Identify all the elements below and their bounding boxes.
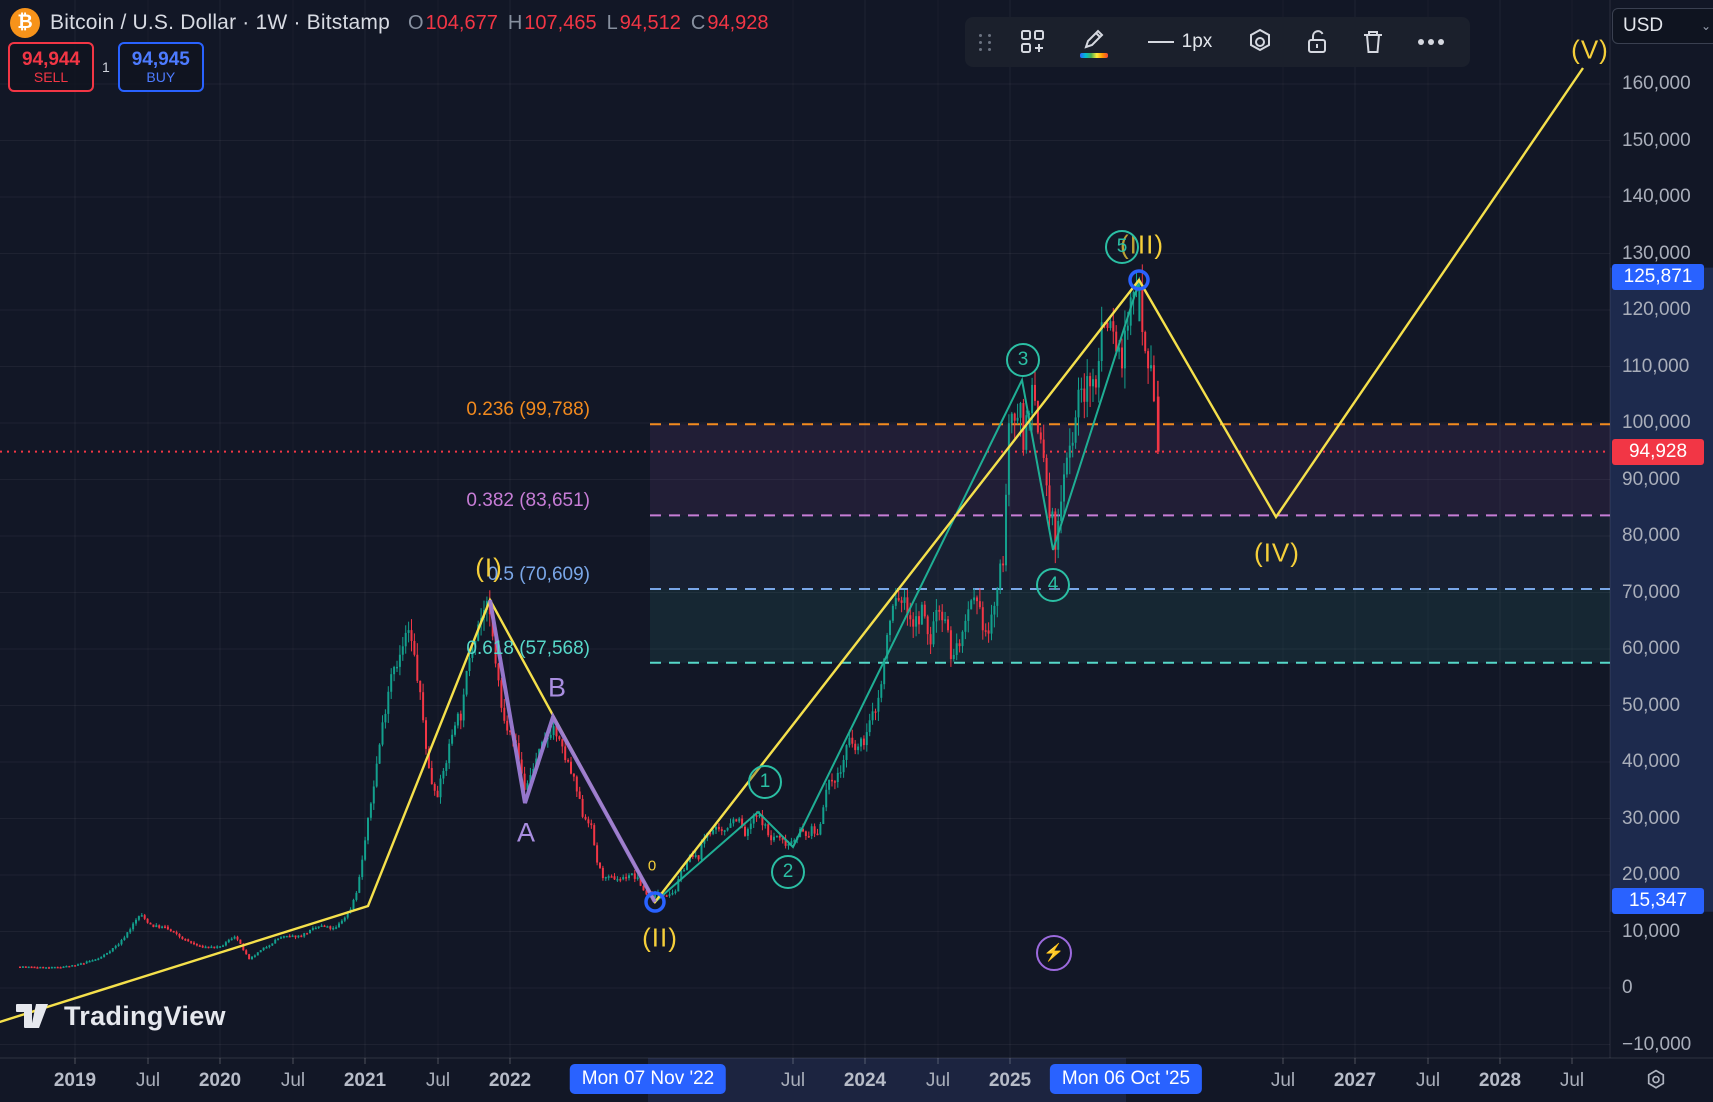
settings-hex-icon[interactable]: [1231, 17, 1289, 67]
time-axis-label: 2021: [343, 1070, 387, 1091]
time-axis-label: 2022: [488, 1070, 532, 1091]
elliott-subwave-circle[interactable]: 2: [771, 855, 805, 889]
fib-level-label: 0.236 (99,788): [466, 399, 590, 421]
price-tag: 125,871: [1612, 263, 1704, 290]
price-axis-label: 70,000: [1622, 581, 1681, 603]
price-axis-label: 50,000: [1622, 694, 1681, 716]
fib-zero-marker: 0: [647, 857, 657, 875]
drawing-toolbar: 1px: [965, 17, 1470, 67]
line-width-value: 1px: [1181, 31, 1213, 52]
buy-button[interactable]: 94,945 BUY: [117, 42, 204, 92]
symbol-title[interactable]: Bitcoin / U.S. Dollar · 1W · Bitstamp: [50, 11, 390, 34]
time-axis-label: Jul: [280, 1070, 306, 1091]
elliott-abc-label[interactable]: B: [547, 672, 567, 703]
price-axis-label: 110,000: [1622, 355, 1690, 377]
spread-value: 1: [102, 59, 110, 75]
unlock-icon[interactable]: [1289, 17, 1345, 67]
ohlc-item: L 94,512: [606, 11, 681, 34]
tradingview-logo[interactable]: TradingView: [14, 998, 226, 1034]
trash-icon[interactable]: [1345, 17, 1401, 67]
price-axis-label: 160,000: [1622, 73, 1691, 94]
time-axis-label: 2019: [53, 1070, 97, 1091]
price-axis-label: 90,000: [1622, 468, 1681, 490]
pencil-color-icon[interactable]: [1061, 17, 1127, 67]
chevron-down-icon: ⌄: [1700, 19, 1711, 33]
elliott-subwave-circle[interactable]: 5: [1105, 230, 1139, 264]
time-axis-label: Jul: [1559, 1070, 1585, 1091]
tradingview-mark-icon: [16, 1004, 48, 1028]
line-width-icon[interactable]: 1px: [1127, 17, 1231, 67]
sell-button[interactable]: 94,944 SELL: [8, 42, 94, 92]
date-anchor-badge: Mon 06 Oct '25: [1049, 1064, 1203, 1094]
elliott-wave-label[interactable]: (I): [475, 552, 503, 583]
price-tag: 94,928: [1612, 438, 1704, 465]
elliott-subwave-circle[interactable]: 3: [1006, 343, 1040, 377]
price-axis-label: 150,000: [1622, 129, 1691, 151]
elliott-subwave-circle[interactable]: 4: [1036, 568, 1070, 602]
time-axis-label: Jul: [780, 1070, 806, 1091]
template-add-icon[interactable]: [1005, 17, 1061, 67]
price-axis-label: 80,000: [1622, 525, 1681, 546]
elliott-wave-label[interactable]: (II): [642, 922, 678, 953]
price-axis-label: −10,000: [1622, 1033, 1692, 1055]
time-axis-label: 2028: [1478, 1070, 1522, 1091]
price-axis-label: 40,000: [1622, 751, 1681, 772]
time-axis-label: Jul: [1270, 1070, 1296, 1091]
more-ellipsis-icon[interactable]: [1401, 17, 1461, 67]
time-axis-label: 2020: [198, 1070, 242, 1091]
time-axis-label: 2027: [1333, 1070, 1377, 1091]
flash-event-icon[interactable]: ⚡: [1036, 935, 1072, 971]
time-axis-label: Jul: [135, 1070, 161, 1091]
price-axis-label: 100,000: [1622, 412, 1691, 433]
price-axis-label: 140,000: [1622, 186, 1691, 207]
price-axis-label: 130,000: [1622, 242, 1691, 264]
tradingview-logo-text: TradingView: [64, 1000, 226, 1031]
time-axis-label: 2025: [988, 1070, 1032, 1091]
ohlc-item: C 94,928: [690, 11, 769, 34]
date-anchor-badge: Mon 07 Nov '22: [569, 1064, 727, 1094]
ohlc-item: O 104,677: [407, 11, 498, 34]
time-axis-label: Jul: [1415, 1070, 1441, 1091]
price-axis-label: 20,000: [1622, 864, 1681, 885]
drag-handle-icon[interactable]: [965, 17, 1005, 67]
time-axis-label: 2024: [843, 1070, 887, 1091]
price-tag: 15,347: [1612, 888, 1704, 915]
elliott-wave-label[interactable]: (IV): [1254, 537, 1300, 568]
bitcoin-logo-icon: ₿: [10, 8, 40, 38]
price-axis-label: 60,000: [1622, 638, 1681, 659]
fib-level-label: 0.5 (70,609): [487, 564, 590, 586]
symbol-header: ₿ Bitcoin / U.S. Dollar · 1W · Bitstamp …: [10, 8, 769, 38]
axis-settings-gear-icon[interactable]: [1644, 1068, 1668, 1098]
price-axis-label: 30,000: [1622, 807, 1681, 829]
time-axis-label: Jul: [925, 1070, 951, 1091]
currency-select[interactable]: USD ⌄: [1612, 8, 1713, 44]
ohlc-item: H 107,465: [507, 11, 597, 34]
price-axis-label: 10,000: [1622, 920, 1681, 942]
elliott-wave-label[interactable]: (V): [1571, 34, 1609, 65]
order-panel: 94,944 SELL 1 94,945 BUY: [8, 42, 204, 92]
elliott-subwave-circle[interactable]: 1: [748, 765, 782, 799]
ohlc-values: O 104,677 H 107,465 L 94,512 C 94,928: [408, 12, 769, 35]
price-axis-label: 0: [1622, 977, 1633, 998]
fib-level-label: 0.382 (83,651): [466, 490, 590, 512]
time-axis-label: Jul: [425, 1070, 451, 1091]
elliott-abc-label[interactable]: A: [516, 817, 536, 848]
fib-level-label: 0.618 (57,568): [466, 637, 590, 659]
price-axis-label: 120,000: [1622, 299, 1691, 320]
